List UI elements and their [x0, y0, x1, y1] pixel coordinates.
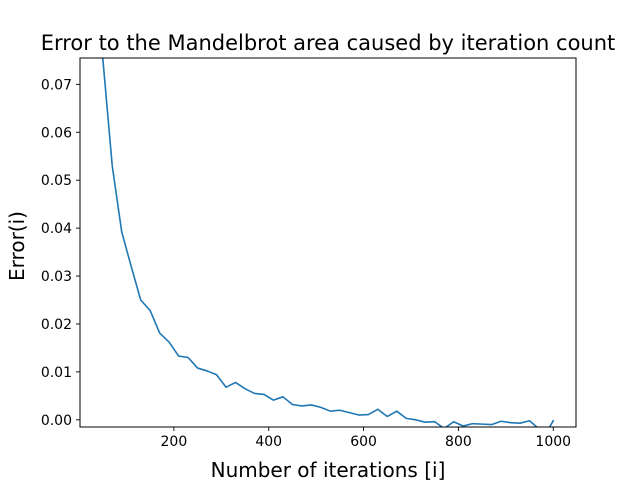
- y-tick-label: 0.03: [41, 269, 72, 285]
- y-tick-label: 0.06: [41, 125, 72, 141]
- y-tick-label: 0.05: [41, 173, 72, 189]
- x-tick-label: 800: [445, 434, 472, 450]
- y-tick-label: 0.04: [41, 221, 72, 237]
- y-axis: 0.00 0.01 0.02 0.03 0.04 0.05 0.06 0.07: [41, 77, 80, 429]
- y-tick-label: 0.00: [41, 413, 72, 429]
- series-line-1: [101, 58, 555, 427]
- x-tick-label: 200: [161, 434, 188, 450]
- x-tick-label: 600: [350, 434, 377, 450]
- y-tick-label: 0.07: [41, 77, 72, 93]
- x-axis: 200 400 600 800 1000: [161, 427, 571, 450]
- y-tick-label: 0.01: [41, 365, 72, 381]
- plot-area: [101, 58, 555, 427]
- y-tick-label: 0.02: [41, 317, 72, 333]
- x-axis-label: Number of iterations [i]: [211, 458, 446, 480]
- chart-title: Error to the Mandelbrot area caused by i…: [41, 31, 616, 55]
- x-tick-label: 1000: [535, 434, 571, 450]
- axes-frame: [79, 57, 577, 428]
- y-axis-label: Error(i): [5, 211, 29, 281]
- x-tick-label: 400: [255, 434, 282, 450]
